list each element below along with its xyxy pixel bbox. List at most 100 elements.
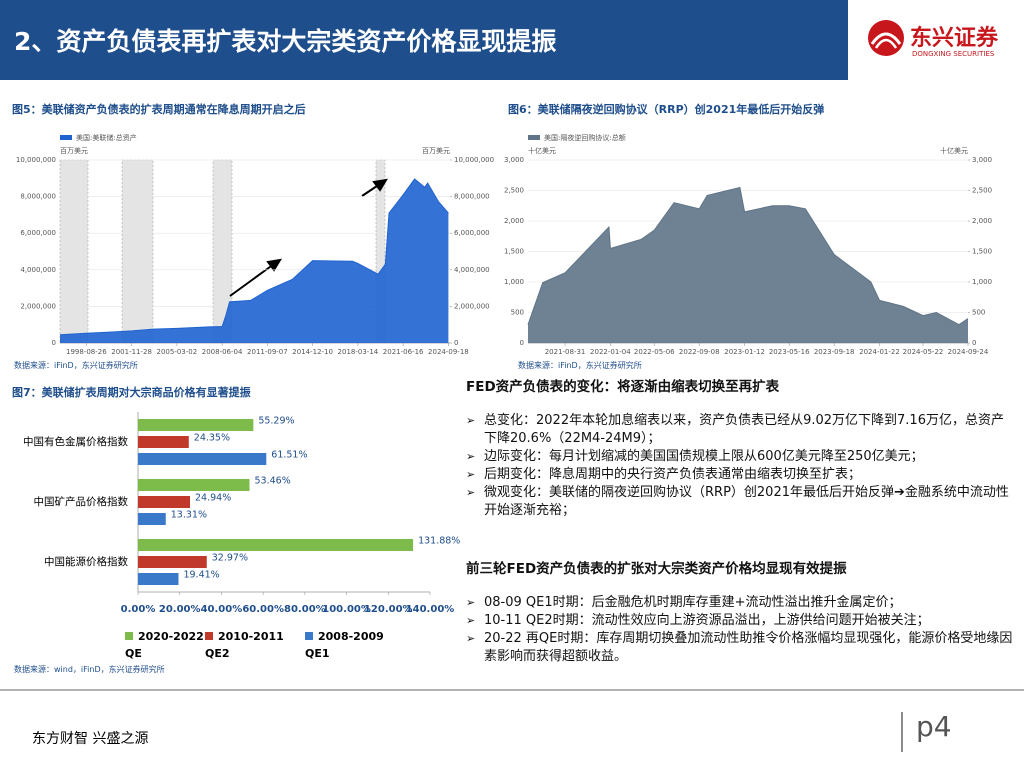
chart: 0 2,000,000 4,000,000 6,000,000 8,000,000 10,… — [16, 133, 494, 356]
bullet: 10-11 QE2时期：流动性效应向上游资源品溢出，上游供给问题开始被关注； — [466, 612, 1016, 630]
bar — [138, 419, 254, 431]
y-tick-label: 2,000 — [504, 217, 524, 225]
legend-label: 2008-2009 QE1 — [305, 630, 384, 660]
legend-swatch — [125, 632, 133, 640]
x-tick-label: 0.00% — [121, 604, 156, 615]
category-label: 中国矿产品价格指数 — [34, 495, 129, 508]
bullet: 微观变化：美联储的隔夜逆回购协议（RRP）创2021年最低后开始反弹➔金融系统中… — [466, 484, 1016, 520]
x-tick-label: 2023-01-12 — [724, 348, 765, 356]
value-label: 24.94% — [195, 493, 231, 504]
chart: 0.00% 20.00% 40.00% 60.00% 80.00%100.00%120.… — [23, 412, 460, 615]
legend-swatch — [528, 135, 540, 140]
shaded-period — [121, 159, 154, 344]
area-fill — [60, 179, 449, 343]
value-label: 13.31% — [171, 510, 207, 521]
y-tick-label: 10,000,000 — [16, 156, 56, 164]
x-tick-label: 2021-06-16 — [383, 348, 424, 356]
value-label: 32.97% — [212, 553, 248, 564]
x-tick-label: 1998-08-26 — [66, 348, 107, 356]
legend-swatch — [205, 632, 213, 640]
legend-swatch — [60, 135, 72, 140]
bar — [138, 539, 414, 551]
y2-tick-label: 8,000,000 — [454, 193, 490, 201]
legend-item: 2020-2022 QE — [125, 628, 205, 662]
y-tick-label: 8,000,000 — [20, 193, 56, 201]
y2-unit: 十亿美元 — [940, 146, 968, 155]
bullet: 总变化：2022年本轮加息缩表以来，资产负债表已经从9.02万亿下降到7.16万… — [466, 412, 1016, 448]
y2-tick-label: 2,500 — [972, 187, 992, 195]
x-tick-label: 2024-05-22 — [903, 348, 944, 356]
shaded-period — [59, 159, 89, 344]
y-unit: 百万美元 — [60, 146, 88, 155]
x-tick-label: 2022-01-04 — [590, 348, 631, 356]
bullet: 后期变化：降息周期中的央行资产负债表通常由缩表切换至扩表； — [466, 466, 1016, 484]
x-tick-label: 2001-11-28 — [111, 348, 152, 356]
figure-source: 数据来源：iFinD，东兴证券研究所 — [518, 361, 642, 370]
y2-tick-label: 2,000 — [972, 217, 992, 225]
section-heading: 前三轮FED资产负债表的扩张对大宗类资产价格均显现有效提振 — [466, 561, 847, 577]
legend-label: 美国:美联储:总资产 — [76, 133, 137, 142]
legend-swatch — [305, 632, 313, 640]
x-tick-label: 2011-09-07 — [247, 348, 288, 356]
figure-title: 图6：美联储隔夜逆回购协议（RRP）创2021年最低后开始反弹 — [508, 103, 825, 116]
bullet: 边际变化：每月计划缩减的美国国债规模上限从600亿美元降至250亿美元； — [466, 448, 1016, 466]
arrow-head — [266, 258, 282, 272]
x-tick-label: 2023-05-16 — [769, 348, 810, 356]
area-fill — [528, 187, 968, 343]
legend-item: 2010-2011 QE2 — [205, 628, 285, 662]
x-tick-label: 2022-09-08 — [679, 348, 720, 356]
y2-tick-label: 3,000 — [972, 156, 992, 164]
header-bar — [0, 0, 848, 80]
y-tick-label: 2,000,000 — [20, 302, 56, 310]
y-tick-label: 0 — [520, 339, 524, 347]
y2-tick-label: 0 — [972, 339, 976, 347]
y-tick-label: 2,500 — [504, 187, 524, 195]
slide-title: 2、资产负债表再扩表对大宗类资产价格显现提振 — [14, 27, 557, 56]
y-tick-label: 4,000,000 — [20, 266, 56, 274]
chart: 0 500 1,000 1,500 2,000 2,500 3,000 0 500 1,000 1,… — [504, 133, 992, 356]
x-tick-label: 100.00% — [322, 604, 371, 615]
value-label: 131.88% — [418, 536, 460, 547]
x-tick-label: 2024-09-24 — [948, 348, 989, 356]
legend-label: 美国:隔夜逆回购协议:总额 — [544, 133, 626, 142]
logo-icon — [868, 20, 904, 56]
value-label: 24.35% — [194, 433, 230, 444]
x-tick-label: 2024-09-18 — [428, 348, 469, 356]
y2-unit: 百万美元 — [422, 146, 450, 155]
bar — [138, 573, 179, 585]
x-tick-label: 2022-05-06 — [634, 348, 675, 356]
x-tick-label: 20.00% — [159, 604, 201, 615]
page-number: p4 — [916, 710, 952, 743]
arrow-head — [372, 178, 388, 192]
section-heading: FED资产负债表的变化：将逐渐由缩表切换至再扩表 — [466, 379, 780, 395]
logo-english: DONGXING SECURITIES — [912, 50, 995, 58]
bullet-list: 总变化：2022年本轮加息缩表以来，资产负债表已经从9.02万亿下降到7.16万… — [466, 412, 1016, 520]
x-tick-label: 140.00% — [406, 604, 455, 615]
bullet: 20-22 再QE时期：库存周期切换叠加流动性助推令价格涨幅均显现强化，能源价格… — [466, 630, 1016, 666]
x-tick-label: 2021-08-31 — [545, 348, 586, 356]
legend-label: 2020-2022 QE — [125, 630, 204, 660]
legend-label: 2010-2011 QE2 — [205, 630, 284, 660]
y-unit: 十亿美元 — [528, 146, 556, 155]
figure-title: 图5：美联储资产负债表的扩表周期通常在降息周期开启之后 — [12, 103, 306, 116]
value-label: 53.46% — [255, 476, 291, 487]
value-label: 19.41% — [183, 570, 219, 581]
y2-tick-label: 500 — [972, 309, 985, 317]
x-tick-label: 120.00% — [364, 604, 413, 615]
logo-name: 东兴证券 — [910, 26, 999, 51]
x-tick-label: 2024-01-22 — [859, 348, 900, 356]
figure-source: 数据来源：wind，iFinD，东兴证券研究所 — [14, 665, 165, 674]
y2-tick-label: 4,000,000 — [454, 266, 490, 274]
y-tick-label: 6,000,000 — [20, 229, 56, 237]
arrow — [229, 263, 275, 297]
y-tick-label: 1,000 — [504, 278, 524, 286]
y-tick-label: 0 — [52, 339, 56, 347]
x-tick-label: 2023-09-18 — [814, 348, 855, 356]
x-tick-label: 2018-03-14 — [338, 348, 379, 356]
bar — [138, 513, 166, 525]
x-tick-label: 2014-12-10 — [292, 348, 333, 356]
bar — [138, 556, 207, 568]
y2-tick-label: 1,000 — [972, 278, 992, 286]
